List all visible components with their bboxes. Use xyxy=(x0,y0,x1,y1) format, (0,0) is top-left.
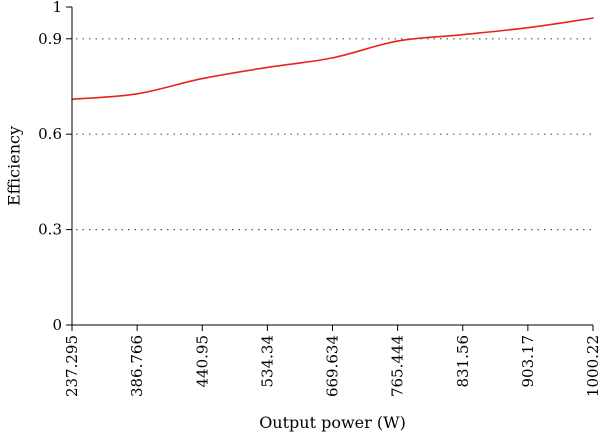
x-tick-label: 237.295 xyxy=(63,335,81,397)
axes xyxy=(71,7,593,326)
x-axis-ticks: 237.295 386.766 440.95 534.34 669.634 765.444… xyxy=(63,325,600,397)
x-tick-label: 1000.22 xyxy=(584,335,600,397)
data-point xyxy=(592,17,594,19)
data-point xyxy=(136,93,138,95)
y-axis-ticks: 0 0.3 0.6 0.9 1 xyxy=(38,0,72,334)
x-tick-label: 386.766 xyxy=(128,335,146,397)
x-tick-label: 765.444 xyxy=(389,335,407,397)
x-tick-label: 669.634 xyxy=(324,335,342,397)
y-axis-label: Efficiency xyxy=(5,126,24,206)
y-tick-label: 0.9 xyxy=(38,30,62,48)
x-tick-label: 903.17 xyxy=(519,335,537,388)
data-point xyxy=(396,40,399,42)
data-point xyxy=(527,26,529,29)
series-layer xyxy=(71,17,594,101)
y-tick-label: 0.6 xyxy=(38,125,62,143)
data-point xyxy=(266,66,269,69)
data-point xyxy=(201,77,204,80)
x-tick-label: 831.56 xyxy=(454,335,472,388)
x-tick-label: 534.34 xyxy=(258,335,276,388)
y-tick-label: 1 xyxy=(52,0,62,16)
gridlines xyxy=(76,38,593,231)
y-tick-label: 0 xyxy=(52,316,62,334)
x-tick-label: 440.95 xyxy=(193,335,211,388)
data-point xyxy=(461,33,464,36)
data-point xyxy=(331,57,334,59)
x-axis-label: Output power (W) xyxy=(259,413,406,432)
y-tick-label: 0.3 xyxy=(38,221,62,239)
